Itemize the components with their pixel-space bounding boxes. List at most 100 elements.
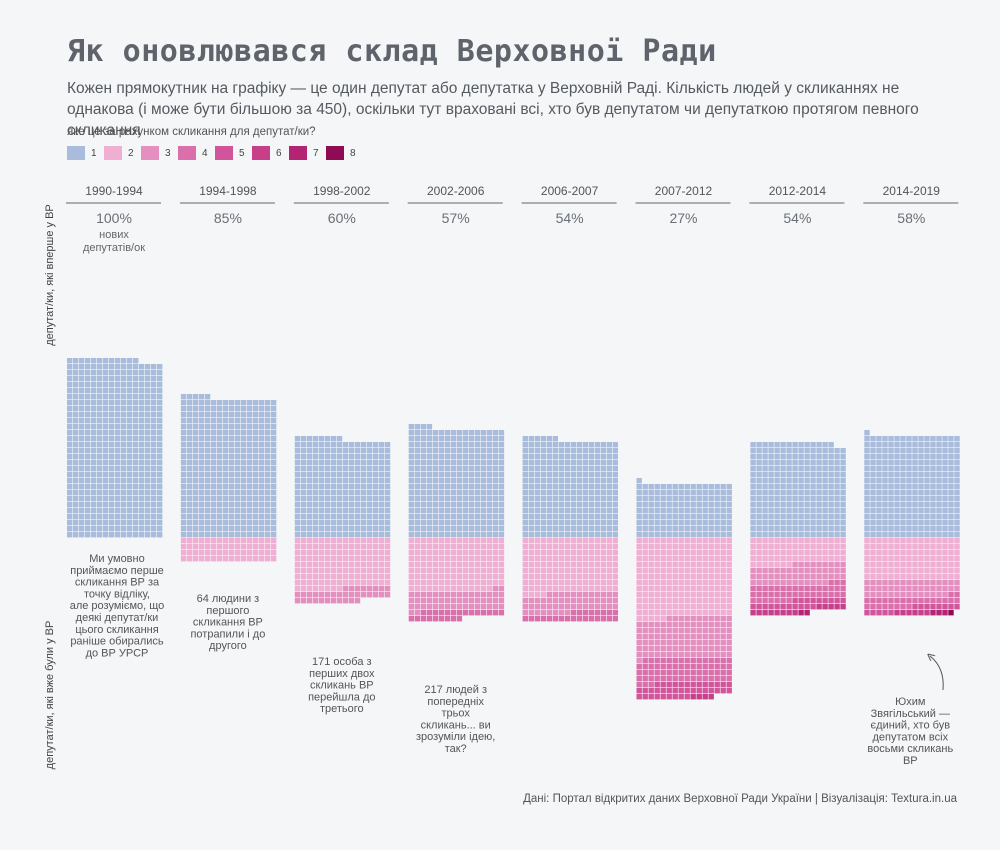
waffle-cell-term-3 [696, 634, 702, 640]
waffle-cell-term-2 [762, 550, 768, 556]
waffle-cell-term-4 [444, 610, 451, 616]
waffle-cell-term-2 [660, 562, 666, 568]
waffle-cell-term-1 [91, 448, 97, 454]
waffle-cell-term-1 [324, 520, 331, 526]
waffle-cell-term-1 [834, 502, 840, 508]
waffle-cell-term-1 [810, 496, 816, 502]
waffle-cell-term-2 [438, 580, 445, 586]
waffle-cell-term-2 [942, 568, 948, 574]
waffle-cell-term-1 [384, 502, 391, 508]
waffle-cell-term-1 [462, 430, 469, 436]
waffle-cell-term-3 [642, 634, 648, 640]
waffle-cell-term-1 [97, 514, 103, 520]
waffle-cell-term-1 [702, 520, 708, 526]
waffle-cell-term-1 [342, 502, 349, 508]
waffle-cell-term-1 [234, 442, 241, 448]
waffle-cell-term-4 [636, 670, 642, 676]
waffle-cell-term-1 [426, 460, 433, 466]
waffle-cell-term-1 [798, 478, 804, 484]
waffle-cell-term-4 [486, 610, 493, 616]
waffle-cell-term-2 [894, 568, 900, 574]
waffle-cell-term-1 [690, 508, 696, 514]
waffle-cell-term-1 [258, 532, 265, 538]
waffle-cell-term-2 [414, 562, 421, 568]
waffle-cell-term-2 [522, 586, 528, 592]
waffle-cell-term-4 [480, 610, 487, 616]
waffle-cell-term-3 [876, 592, 882, 598]
waffle-cell-term-2 [384, 574, 391, 580]
waffle-cell-term-1 [258, 460, 265, 466]
waffle-cell-term-1 [109, 448, 115, 454]
waffle-cell-term-6 [924, 610, 930, 616]
waffle-cell-term-1 [270, 466, 277, 472]
waffle-cell-term-1 [774, 442, 780, 448]
waffle-cell-term-1 [97, 394, 103, 400]
waffle-cell-term-2 [546, 562, 552, 568]
waffle-cell-term-1 [864, 478, 870, 484]
waffle-cell-term-4 [666, 658, 672, 664]
waffle-cell-term-1 [930, 532, 936, 538]
waffle-cell-term-1 [336, 478, 343, 484]
waffle-cell-term-1 [324, 490, 331, 496]
waffle-cell-term-1 [786, 526, 792, 532]
waffle-cell-term-1 [834, 484, 840, 490]
waffle-cell-term-2 [486, 544, 493, 550]
waffle-cell-term-1 [780, 472, 786, 478]
waffle-cell-term-2 [666, 610, 672, 616]
waffle-cell-term-2 [876, 574, 882, 580]
waffle-cell-term-1 [582, 460, 588, 466]
waffle-cell-term-1 [198, 484, 205, 490]
waffle-cell-term-3 [540, 598, 546, 604]
waffle-cell-term-1 [127, 478, 133, 484]
waffle-cell-term-3 [888, 586, 894, 592]
waffle-cell-term-1 [756, 454, 762, 460]
waffle-cell-term-1 [426, 484, 433, 490]
waffle-cell-term-1 [222, 406, 229, 412]
waffle-cell-term-3 [864, 580, 870, 586]
waffle-cell-term-1 [300, 520, 307, 526]
waffle-cell-term-5 [804, 604, 810, 610]
waffle-cell-term-1 [378, 484, 385, 490]
waffle-cell-term-1 [300, 478, 307, 484]
waffle-cell-term-3 [306, 598, 313, 604]
waffle-cell-term-1 [180, 526, 187, 532]
waffle-cell-term-3 [576, 604, 582, 610]
waffle-cell-term-1 [426, 502, 433, 508]
waffle-cell-term-5 [708, 688, 714, 694]
waffle-cell-term-2 [702, 538, 708, 544]
waffle-cell-term-1 [798, 508, 804, 514]
waffle-cell-term-3 [636, 658, 642, 664]
waffle-cell-term-3 [348, 598, 355, 604]
waffle-cell-term-3 [684, 634, 690, 640]
waffle-cell-term-2 [636, 592, 642, 598]
waffle-cell-term-1 [450, 460, 457, 466]
waffle-cell-term-3 [498, 604, 505, 610]
waffle-cell-term-1 [942, 466, 948, 472]
waffle-cell-term-1 [864, 496, 870, 502]
waffle-cell-term-1 [115, 484, 121, 490]
waffle-cell-term-2 [414, 586, 421, 592]
waffle-cell-term-1 [210, 508, 217, 514]
waffle-cell-term-2 [684, 580, 690, 586]
waffle-cell-term-1 [97, 418, 103, 424]
waffle-cell-term-2 [912, 574, 918, 580]
waffle-cell-term-5 [726, 688, 732, 694]
waffle-cell-term-1 [762, 442, 768, 448]
waffle-cell-term-1 [750, 490, 756, 496]
waffle-cell-term-1 [145, 490, 151, 496]
waffle-cell-term-2 [522, 568, 528, 574]
waffle-cell-term-1 [246, 460, 253, 466]
waffle-cell-term-1 [498, 496, 505, 502]
waffle-cell-term-1 [576, 514, 582, 520]
waffle-cell-term-3 [756, 574, 762, 580]
waffle-cell-term-4 [600, 616, 606, 622]
waffle-cell-term-1 [109, 454, 115, 460]
waffle-cell-term-2 [300, 586, 307, 592]
waffle-cell-term-2 [696, 604, 702, 610]
waffle-cell-term-1 [906, 436, 912, 442]
waffle-cell-term-1 [97, 448, 103, 454]
waffle-cell-term-3 [354, 586, 361, 592]
waffle-cell-term-1 [762, 466, 768, 472]
waffle-cell-term-1 [216, 526, 223, 532]
